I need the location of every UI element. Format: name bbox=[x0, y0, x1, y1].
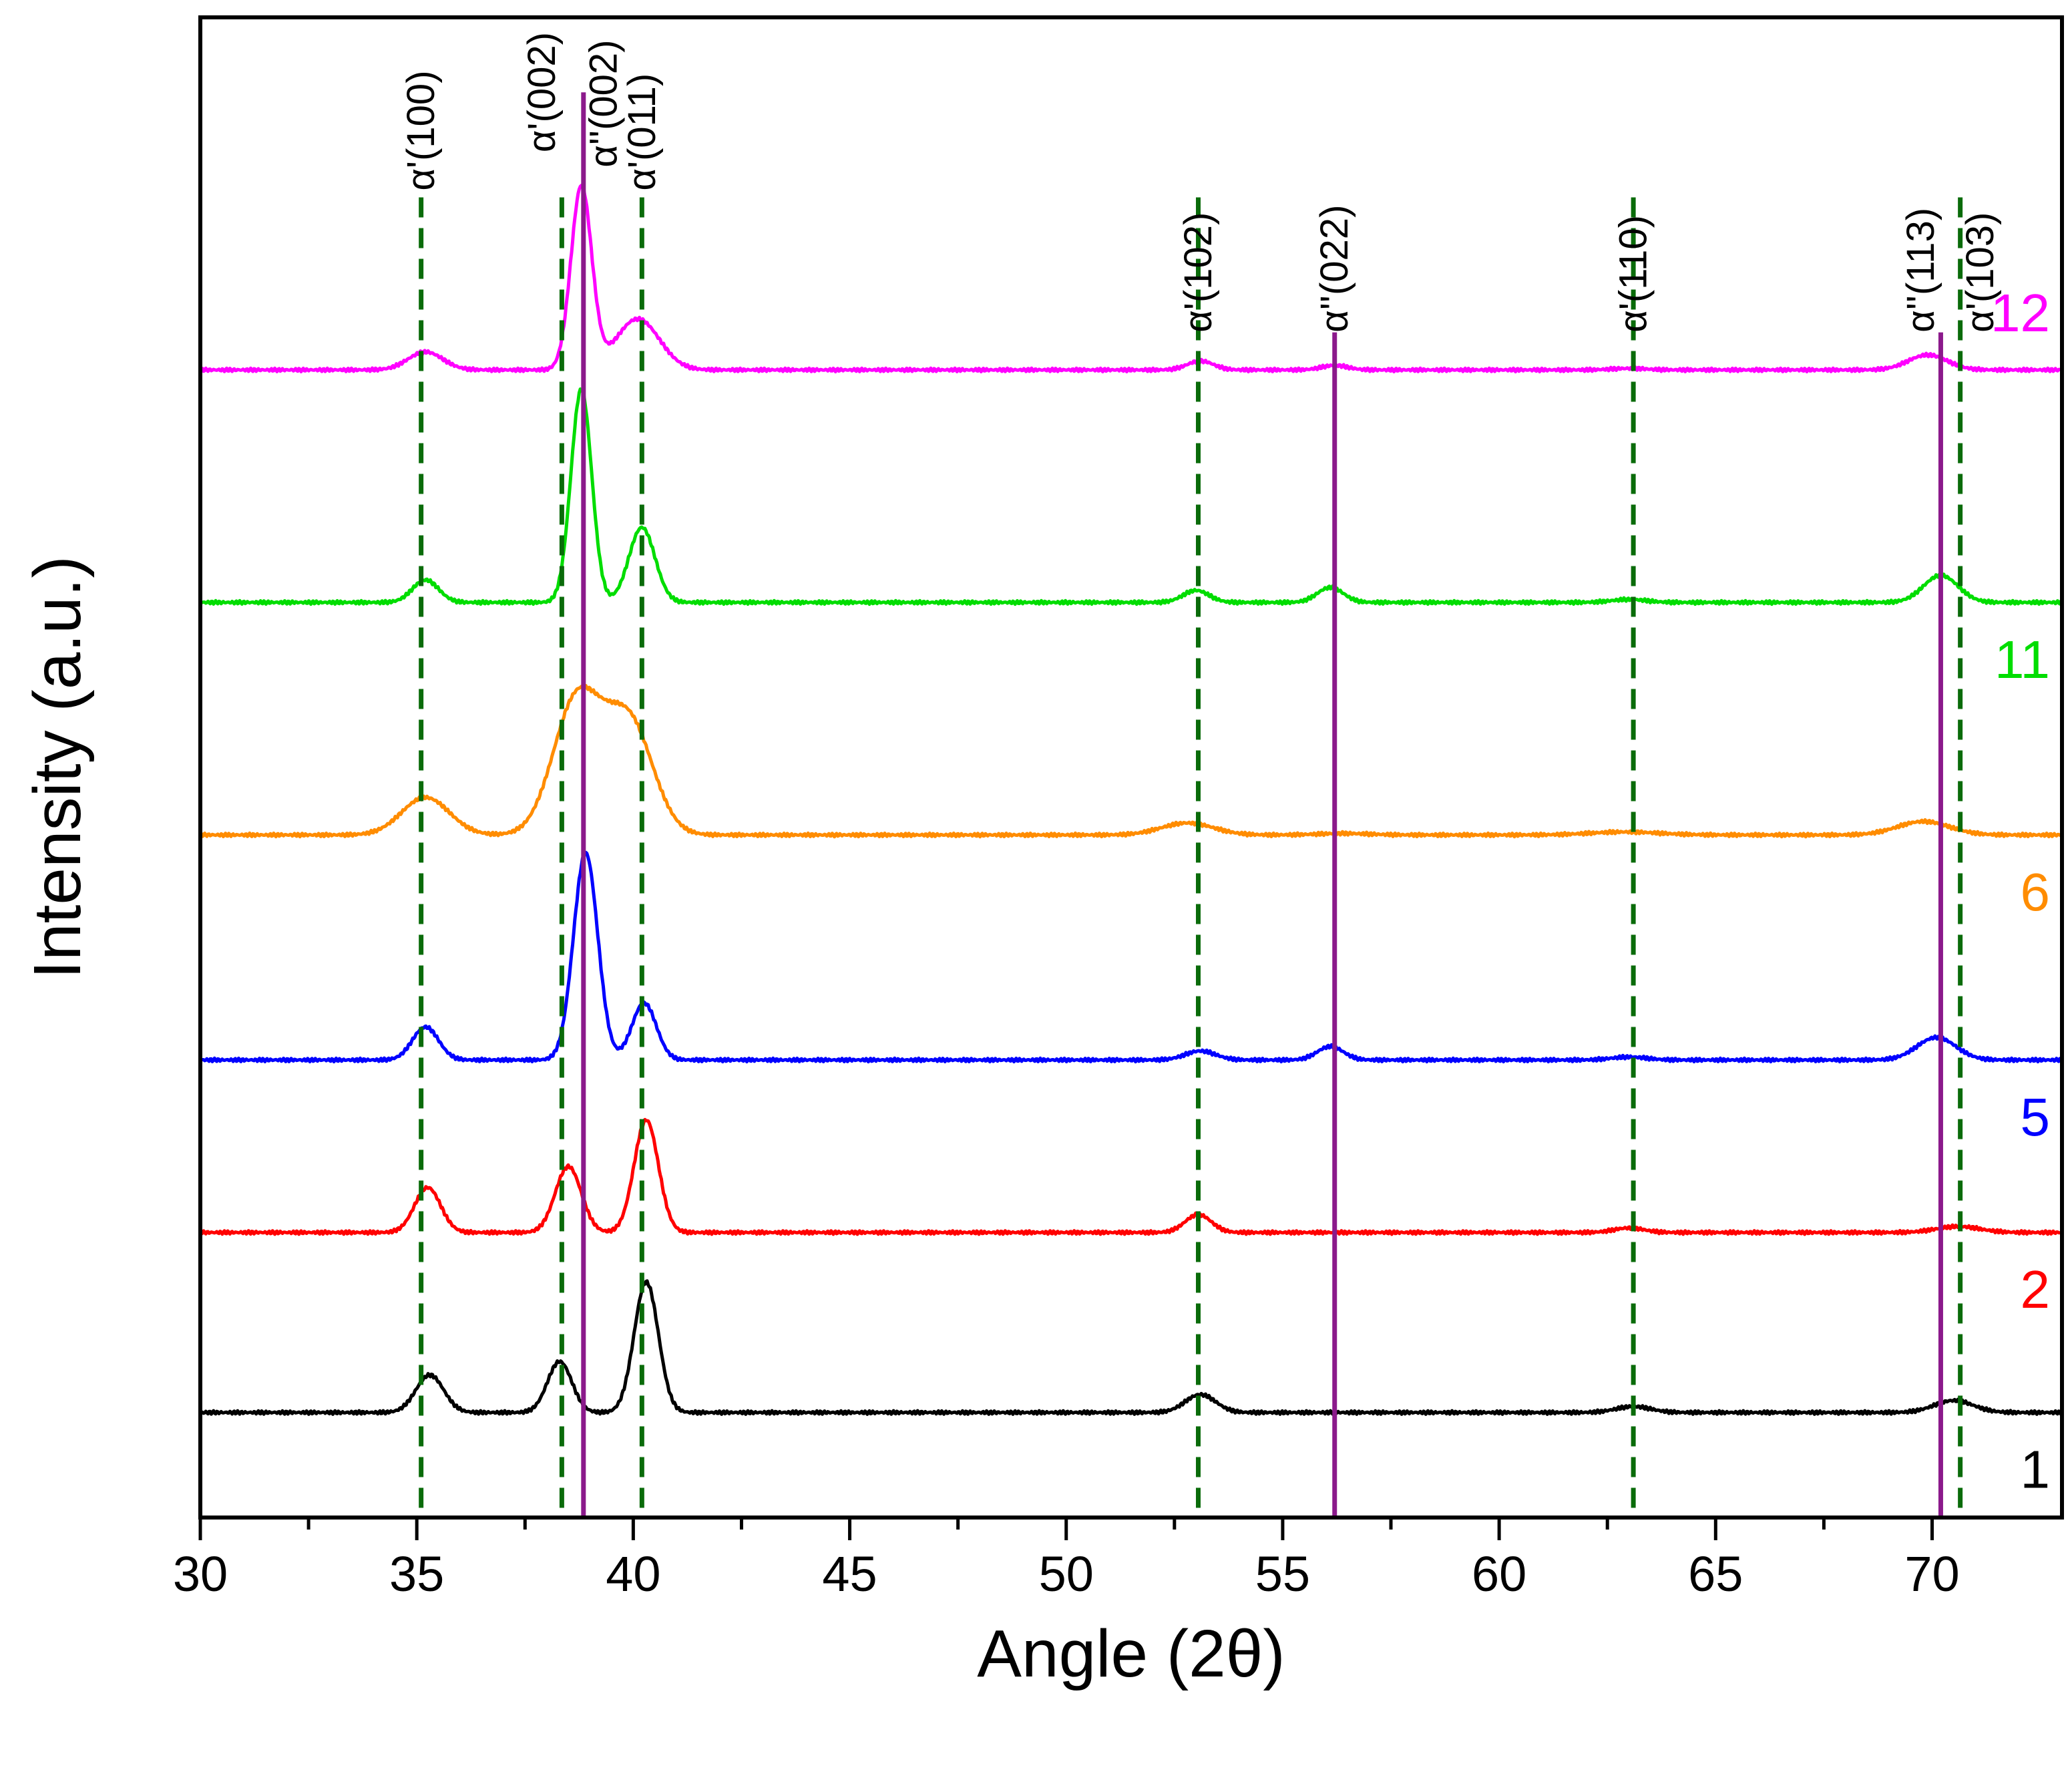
reference-lines-group: α'(100) α'(002) α''(002)α'(011) α'(102) α''(… bbox=[399, 32, 2002, 1518]
series-line-5 bbox=[200, 850, 2064, 1064]
ref-label-102: α'(102) bbox=[1177, 212, 1220, 333]
series-line-11 bbox=[200, 387, 2063, 606]
ref-label-022: α''(022) bbox=[1313, 205, 1356, 333]
plot-frame bbox=[198, 15, 2064, 1520]
x-tick-label-70: 70 bbox=[1904, 1546, 1959, 1602]
x-tick-label-50: 50 bbox=[1039, 1546, 1094, 1602]
series-label-5: 5 bbox=[2021, 1087, 2051, 1147]
series-label-11: 11 bbox=[1995, 630, 2050, 689]
series-group bbox=[198, 184, 2064, 1416]
series-line-12 bbox=[198, 184, 2063, 373]
ref-label-100: α'(100) bbox=[399, 70, 443, 190]
y-axis-title: Intensity (a.u.) bbox=[20, 556, 95, 979]
ref-label-011: α'(011) bbox=[620, 73, 664, 191]
ref-label-113: α''(113) bbox=[1899, 208, 1942, 333]
x-tick-label-40: 40 bbox=[606, 1546, 660, 1602]
ref-label-002: α''(002) bbox=[582, 40, 625, 168]
ref-label-110: α'(110) bbox=[1612, 215, 1655, 333]
axes-group: 30 35 40 45 50 55 60 65 70 bbox=[173, 15, 2064, 1602]
x-tick-label-45: 45 bbox=[822, 1546, 877, 1602]
series-label-2: 2 bbox=[2021, 1260, 2051, 1319]
x-tick-label-35: 35 bbox=[389, 1546, 444, 1602]
x-tick-label-60: 60 bbox=[1472, 1546, 1526, 1602]
x-tick-label-65: 65 bbox=[1688, 1546, 1743, 1602]
series-label-12: 12 bbox=[1991, 283, 2050, 343]
x-tick-label-55: 55 bbox=[1255, 1546, 1310, 1602]
series-label-6: 6 bbox=[2021, 862, 2051, 922]
x-tick-label-30: 30 bbox=[173, 1546, 228, 1602]
series-label-1: 1 bbox=[2021, 1440, 2051, 1499]
x-axis-title: Angle (2θ) bbox=[977, 1616, 1285, 1691]
series-line-1 bbox=[200, 1279, 2064, 1416]
series-line-6 bbox=[199, 684, 2063, 839]
ref-label-002: α'(002) bbox=[520, 32, 564, 152]
series-line-2 bbox=[198, 1117, 2063, 1236]
ref-label-103: α'(103) bbox=[1958, 212, 2002, 333]
